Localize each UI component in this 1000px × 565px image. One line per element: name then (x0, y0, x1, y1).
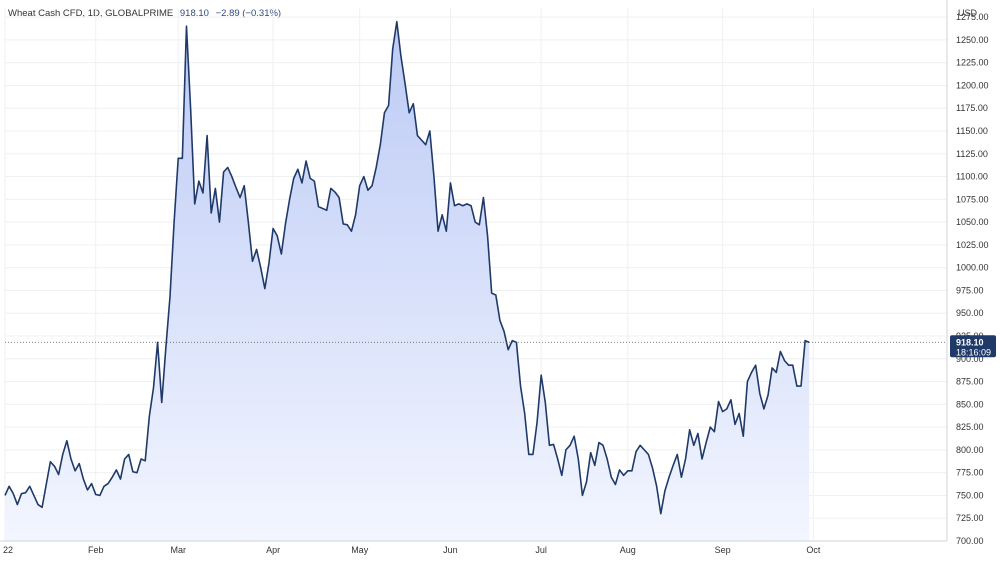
y-tick-label: 1275.00 (956, 12, 989, 22)
y-tick-label: 1050.00 (956, 217, 989, 227)
y-tick-label: 700.00 (956, 536, 984, 546)
x-tick-label: Jun (443, 545, 458, 555)
x-tick-label: May (351, 545, 369, 555)
y-tick-label: 950.00 (956, 308, 984, 318)
y-tick-label: 1150.00 (956, 126, 988, 136)
y-tick-label: 1125.00 (956, 149, 988, 159)
y-tick-label: 750.00 (956, 490, 984, 500)
x-tick-label: Mar (170, 545, 186, 555)
y-tick-label: 725.00 (956, 513, 984, 523)
x-tick-label: 22 (3, 545, 13, 555)
y-tick-label: 1200.00 (956, 80, 989, 90)
y-tick-label: 1250.00 (956, 35, 989, 45)
last-price-badge: 918.10 18:16:09 (950, 335, 996, 358)
chart-legend: Wheat Cash CFD, 1D, GLOBALPRIME 918.10 −… (8, 8, 281, 19)
x-tick-label: Feb (88, 545, 104, 555)
x-tick-label: Sep (715, 545, 731, 555)
x-tick-label: Oct (806, 545, 821, 555)
y-tick-label: 1175.00 (956, 103, 988, 113)
badge-price: 918.10 (956, 337, 984, 347)
y-tick-label: 1100.00 (956, 172, 988, 182)
x-tick-label: Apr (266, 545, 280, 555)
x-axis-ticks: 22 Feb Mar Apr May Jun Jul Aug Sep Oct (3, 545, 821, 555)
y-tick-label: 875.00 (956, 377, 984, 387)
y-tick-label: 1000.00 (956, 263, 989, 273)
y-tick-label: 800.00 (956, 445, 984, 455)
x-tick-label: Aug (620, 545, 636, 555)
y-tick-label: 1225.00 (956, 58, 989, 68)
y-tick-label: 1025.00 (956, 240, 989, 250)
price-change: −2.89 (−0.31%) (215, 8, 282, 19)
badge-time: 18:16:09 (956, 347, 991, 357)
price-line (4, 20, 810, 515)
currency-label: USD (958, 8, 978, 18)
y-tick-label: 850.00 (956, 399, 984, 409)
last-price: 918.10 (179, 8, 209, 19)
x-tick-label: Jul (535, 545, 547, 555)
symbol-label: Wheat Cash CFD, 1D, GLOBALPRIME (8, 8, 174, 19)
last-price-badge-bg (950, 335, 996, 358)
y-tick-label: 1075.00 (956, 194, 989, 204)
y-axis-ticks: 700.00 725.00 750.00 775.00 800.00 825.00 850.… (956, 12, 989, 546)
y-tick-label: 900.00 (956, 354, 984, 364)
y-tick-label: 825.00 (956, 422, 984, 432)
y-tick-label: 975.00 (956, 285, 984, 295)
y-tick-label: 775.00 (956, 468, 984, 478)
